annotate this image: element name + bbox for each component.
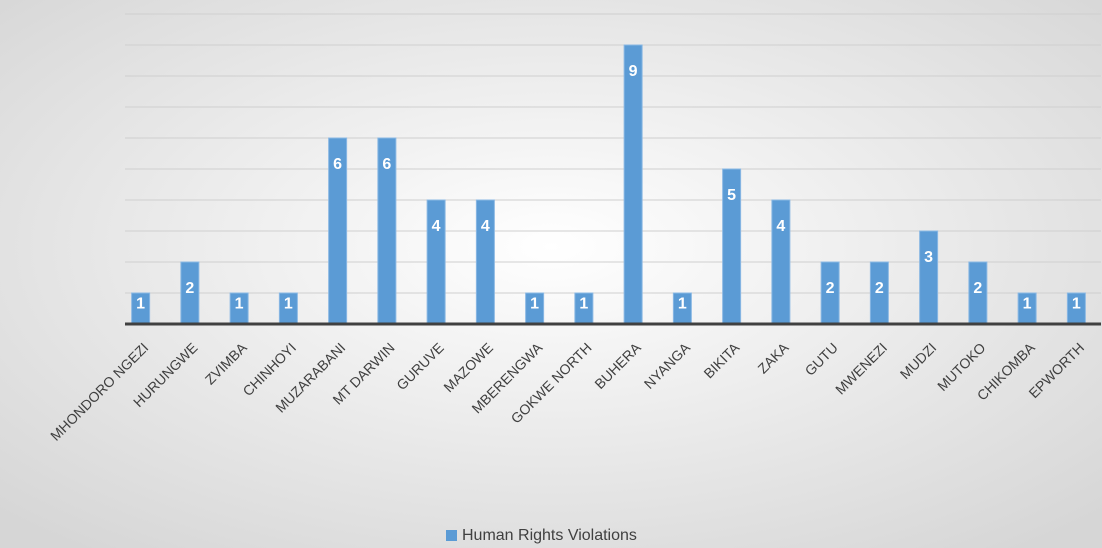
data-label: 4	[776, 218, 785, 235]
data-label: 1	[530, 296, 539, 313]
data-label: 2	[185, 280, 194, 297]
data-label: 1	[136, 296, 145, 313]
data-label: 1	[579, 296, 588, 313]
data-label: 3	[924, 249, 933, 266]
data-label: 6	[382, 156, 391, 173]
data-label: 2	[875, 280, 884, 297]
data-label: 1	[678, 296, 687, 313]
data-label: 1	[1023, 296, 1032, 313]
data-label: 4	[432, 218, 441, 235]
data-label: 9	[629, 63, 638, 80]
legend-swatch	[446, 530, 457, 541]
data-label: 1	[1072, 296, 1081, 313]
data-label: 2	[826, 280, 835, 297]
data-label: 1	[284, 296, 293, 313]
bar	[919, 230, 939, 325]
data-label: 2	[973, 280, 982, 297]
data-label: 6	[333, 156, 342, 173]
bar	[623, 44, 643, 325]
data-label: 5	[727, 187, 736, 204]
legend-label: Human Rights Violations	[462, 527, 637, 544]
data-label: 1	[235, 296, 244, 313]
data-label: 4	[481, 218, 490, 235]
